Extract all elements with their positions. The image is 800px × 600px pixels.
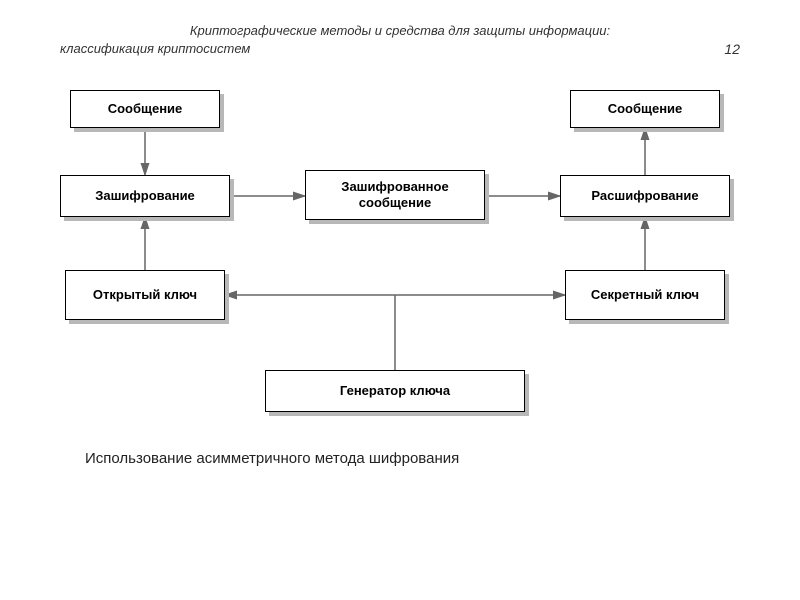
node-pubkey: Открытый ключ (65, 270, 225, 320)
header-line2: классификация криптосистем (60, 40, 740, 58)
node-encrypt: Зашифрование (60, 175, 230, 217)
node-decrypt: Расшифрование (560, 175, 730, 217)
header-line1: Криптографические методы и средства для … (60, 22, 740, 40)
node-keygen: Генератор ключа (265, 370, 525, 412)
node-cipher: Зашифрованное сообщение (305, 170, 485, 220)
page-number: 12 (724, 40, 740, 60)
node-msg_in: Сообщение (70, 90, 220, 128)
node-seckey: Секретный ключ (565, 270, 725, 320)
diagram-caption: Использование асимметричного метода шифр… (85, 450, 459, 467)
page-header: Криптографические методы и средства для … (60, 22, 740, 58)
node-msg_out: Сообщение (570, 90, 720, 128)
flowchart-diagram: Сообщение Зашифрование Зашифрованное сообщ… (50, 80, 750, 430)
